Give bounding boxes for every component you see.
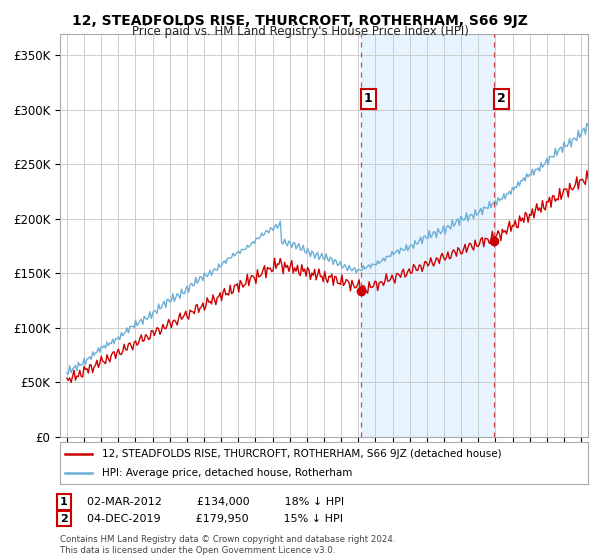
Text: Price paid vs. HM Land Registry's House Price Index (HPI): Price paid vs. HM Land Registry's House … bbox=[131, 25, 469, 38]
Text: 1: 1 bbox=[60, 497, 68, 507]
Bar bbox=[361, 34, 494, 437]
Text: 1: 1 bbox=[364, 92, 373, 105]
Text: Contains HM Land Registry data © Crown copyright and database right 2024.
This d: Contains HM Land Registry data © Crown c… bbox=[60, 535, 395, 555]
Text: HPI: Average price, detached house, Rotherham: HPI: Average price, detached house, Roth… bbox=[102, 468, 353, 478]
Text: 2: 2 bbox=[60, 514, 68, 524]
Text: 2: 2 bbox=[497, 92, 505, 105]
Text: 12, STEADFOLDS RISE, THURCROFT, ROTHERHAM, S66 9JZ (detached house): 12, STEADFOLDS RISE, THURCROFT, ROTHERHA… bbox=[102, 449, 502, 459]
Text: 04-DEC-2019          £179,950          15% ↓ HPI: 04-DEC-2019 £179,950 15% ↓ HPI bbox=[87, 514, 343, 524]
Text: 02-MAR-2012          £134,000          18% ↓ HPI: 02-MAR-2012 £134,000 18% ↓ HPI bbox=[87, 497, 344, 507]
Text: 12, STEADFOLDS RISE, THURCROFT, ROTHERHAM, S66 9JZ: 12, STEADFOLDS RISE, THURCROFT, ROTHERHA… bbox=[72, 14, 528, 28]
